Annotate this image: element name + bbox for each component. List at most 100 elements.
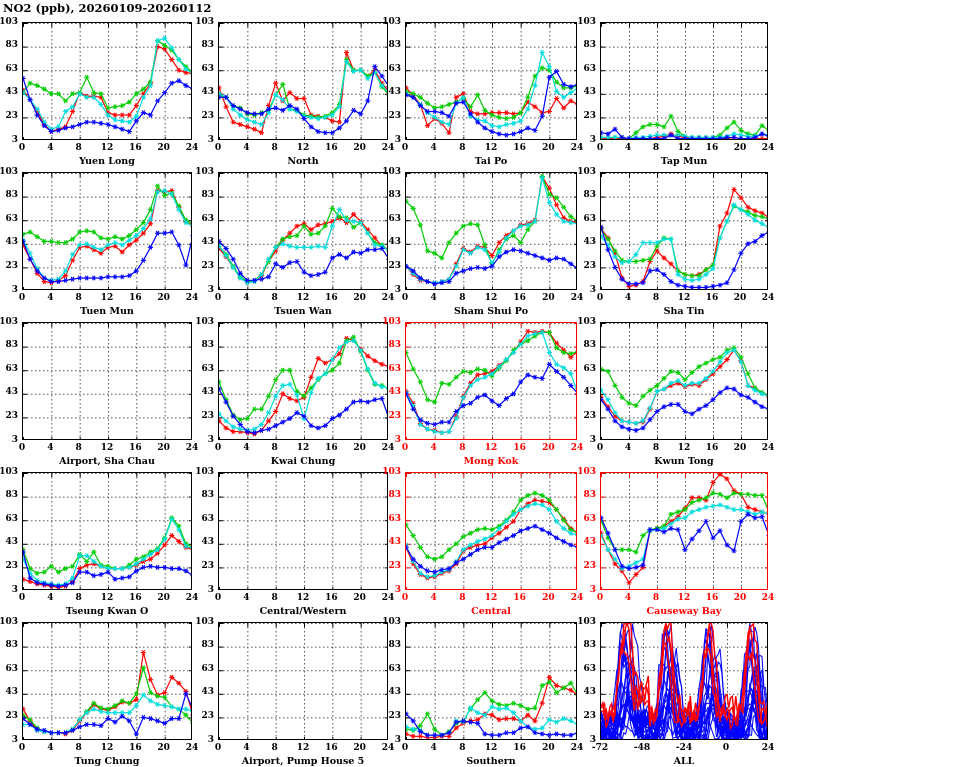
y-axis-tick-label: 63 <box>5 213 18 224</box>
y-axis-tick-label: 103 <box>382 466 401 477</box>
x-axis-tick-label: 24 <box>761 443 775 453</box>
panel-title: Southern <box>466 756 516 767</box>
x-axis-tick-label: 24 <box>185 293 199 303</box>
x-axis-tick-label: 24 <box>570 743 584 753</box>
x-axis-tick-label: 16 <box>513 293 526 303</box>
x-axis-tick-label: 12 <box>296 443 310 453</box>
plot-area <box>22 172 192 290</box>
x-axis-tick-label: 16 <box>513 743 526 753</box>
x-axis-tick-label: 8 <box>75 293 82 303</box>
x-axis-tick-label: 24 <box>381 743 395 753</box>
y-axis-tick-label: 3 <box>394 584 401 595</box>
x-axis-tick-label: 8 <box>75 143 82 153</box>
plot-area <box>405 622 577 740</box>
y-axis-tick-label: 63 <box>201 363 214 374</box>
x-axis-tick-label: 16 <box>129 443 142 453</box>
x-axis-tick-label: 4 <box>243 743 250 753</box>
panel-title: Sha Tin <box>663 306 705 317</box>
y-axis-tick-label: 103 <box>577 166 596 177</box>
y-axis-tick-label: 63 <box>583 63 596 74</box>
y-axis-tick-label: 23 <box>583 410 596 421</box>
x-axis-tick-label: 16 <box>705 293 719 303</box>
x-axis-tick-label: 24 <box>381 293 395 303</box>
panel-title: Tuen Mun <box>80 306 134 317</box>
y-axis-tick-label: 103 <box>195 616 214 627</box>
x-axis-tick-label: 24 <box>185 443 199 453</box>
y-axis-tick-label: 43 <box>388 387 401 398</box>
x-axis-tick-label: 16 <box>325 743 338 753</box>
x-axis-tick-label: 4 <box>430 743 437 753</box>
x-axis-tick-label: 20 <box>353 743 366 753</box>
x-axis-tick-label: 4 <box>624 143 632 153</box>
x-axis-tick-label: 8 <box>459 443 466 453</box>
y-axis-tick-label: 83 <box>5 490 18 501</box>
plot-area <box>22 472 192 590</box>
y-axis-tick-label: 43 <box>5 237 18 248</box>
x-axis-tick-label: 0 <box>722 743 730 753</box>
x-axis-tick-label: 0 <box>18 443 26 453</box>
y-axis-tick-label: 23 <box>5 560 18 571</box>
y-axis-tick-label: 103 <box>195 16 214 27</box>
y-axis-tick-label: 103 <box>577 466 596 477</box>
panel-title: Tap Mun <box>660 156 708 167</box>
x-axis-tick-label: 12 <box>677 593 691 603</box>
y-axis-tick-label: 63 <box>388 663 401 674</box>
y-axis-tick-label: 43 <box>388 687 401 698</box>
y-axis-tick-label: 83 <box>583 190 596 201</box>
x-axis-tick-label: 4 <box>624 593 632 603</box>
y-axis-tick-label: 3 <box>11 584 18 595</box>
y-axis-tick-label: 3 <box>589 434 596 445</box>
x-axis-tick-label: 8 <box>459 143 466 153</box>
x-axis-tick-label: 4 <box>430 443 437 453</box>
x-axis-tick-label: 24 <box>570 443 584 453</box>
y-axis-tick-label: 43 <box>201 87 214 98</box>
x-axis-tick-label: 8 <box>271 143 278 153</box>
x-axis-tick-label: 8 <box>459 293 466 303</box>
y-axis-tick-label: 63 <box>5 363 18 374</box>
y-axis-tick-label: 63 <box>388 213 401 224</box>
x-axis-tick-label: 0 <box>596 443 604 453</box>
x-axis-tick-label: 16 <box>129 143 142 153</box>
x-axis-tick-label: 16 <box>513 593 526 603</box>
x-axis-tick-label: 0 <box>401 293 409 303</box>
y-axis-tick-label: 103 <box>577 616 596 627</box>
y-axis-tick-label: 3 <box>207 584 214 595</box>
x-axis-tick-label: 20 <box>157 443 170 453</box>
y-axis-tick-label: 23 <box>388 560 401 571</box>
x-axis-tick-label: 16 <box>325 443 338 453</box>
plot-area <box>22 322 192 440</box>
x-axis-tick-label: 4 <box>430 593 437 603</box>
x-axis-tick-label: 0 <box>214 593 222 603</box>
y-axis-tick-label: 23 <box>201 260 214 271</box>
x-axis-tick-label: 16 <box>325 293 338 303</box>
y-axis-tick-label: 3 <box>207 134 214 145</box>
x-axis-tick-label: 24 <box>185 743 199 753</box>
y-axis-tick-label: 23 <box>388 710 401 721</box>
x-axis-tick-label: -72 <box>591 743 609 753</box>
y-axis-tick-label: 63 <box>201 63 214 74</box>
x-axis-tick-label: 16 <box>705 443 719 453</box>
panel-title: North <box>287 156 319 167</box>
y-axis-tick-label: 43 <box>583 537 596 548</box>
x-axis-tick-label: 8 <box>271 293 278 303</box>
y-axis-tick-label: 63 <box>5 663 18 674</box>
x-axis-tick-label: 20 <box>353 293 366 303</box>
y-axis-tick-label: 23 <box>388 110 401 121</box>
y-axis-tick-label: 103 <box>195 316 214 327</box>
y-axis-tick-label: 23 <box>5 410 18 421</box>
y-axis-tick-label: 83 <box>5 190 18 201</box>
x-axis-tick-label: 20 <box>542 293 555 303</box>
y-axis-tick-label: 83 <box>201 340 214 351</box>
panel-title: Kwai Chung <box>270 456 336 467</box>
y-axis-tick-label: 3 <box>207 284 214 295</box>
y-axis-tick-label: 83 <box>5 640 18 651</box>
y-axis-tick-label: 3 <box>11 134 18 145</box>
panel-title: Central <box>471 606 511 617</box>
y-axis-tick-label: 23 <box>201 110 214 121</box>
y-axis-tick-label: 23 <box>201 560 214 571</box>
x-axis-tick-label: 24 <box>381 593 395 603</box>
y-axis-tick-label: 103 <box>195 466 214 477</box>
y-axis-tick-label: 103 <box>0 166 18 177</box>
y-axis-tick-label: 83 <box>388 40 401 51</box>
